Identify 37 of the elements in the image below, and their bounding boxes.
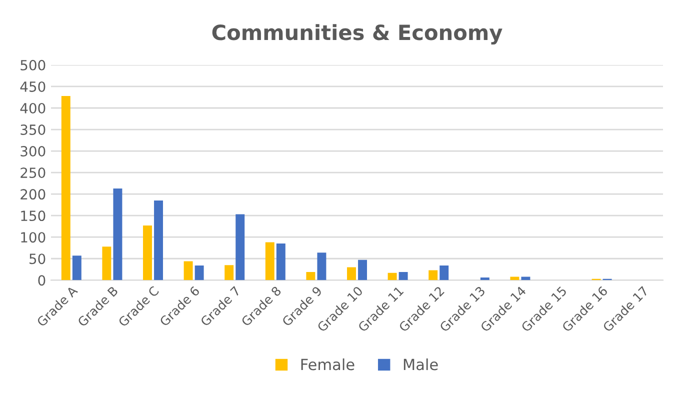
- chart-title: Communities & Economy: [212, 24, 502, 44]
- bar: [265, 242, 274, 280]
- bar: [358, 260, 367, 280]
- bar: [194, 266, 204, 280]
- legend-label: Male: [404, 358, 438, 370]
- bar: [398, 272, 408, 280]
- y-tick-label: 500: [20, 60, 46, 70]
- bar: [236, 214, 245, 280]
- y-tick-label: 450: [20, 81, 46, 92]
- y-tick-label: 200: [20, 189, 46, 200]
- bar: [428, 270, 438, 280]
- bar: [102, 246, 112, 280]
- bar: [224, 265, 234, 280]
- bar: [521, 276, 530, 280]
- y-tick-label: 400: [20, 102, 46, 114]
- bar: [317, 252, 326, 280]
- bar: [510, 276, 520, 280]
- bar: [143, 225, 152, 280]
- bar: [388, 272, 397, 280]
- bar: [276, 244, 286, 280]
- y-tick-label: 300: [20, 146, 46, 157]
- y-tick-label: 150: [21, 210, 46, 222]
- bar: [306, 272, 316, 280]
- bar: [113, 188, 122, 280]
- bar: [440, 266, 449, 280]
- y-tick-label: 350: [20, 124, 46, 135]
- legend-label: Female: [301, 358, 354, 370]
- bar: [184, 261, 193, 280]
- y-tick-label: 100: [21, 232, 46, 243]
- y-tick-label: 250: [20, 168, 46, 178]
- bar: [347, 267, 356, 280]
- bar: [72, 256, 82, 280]
- bar: [480, 278, 490, 280]
- bar: [61, 96, 70, 280]
- y-tick-label: 0: [38, 275, 46, 286]
- y-tick-label: 50: [30, 254, 46, 264]
- bar: [154, 200, 163, 280]
